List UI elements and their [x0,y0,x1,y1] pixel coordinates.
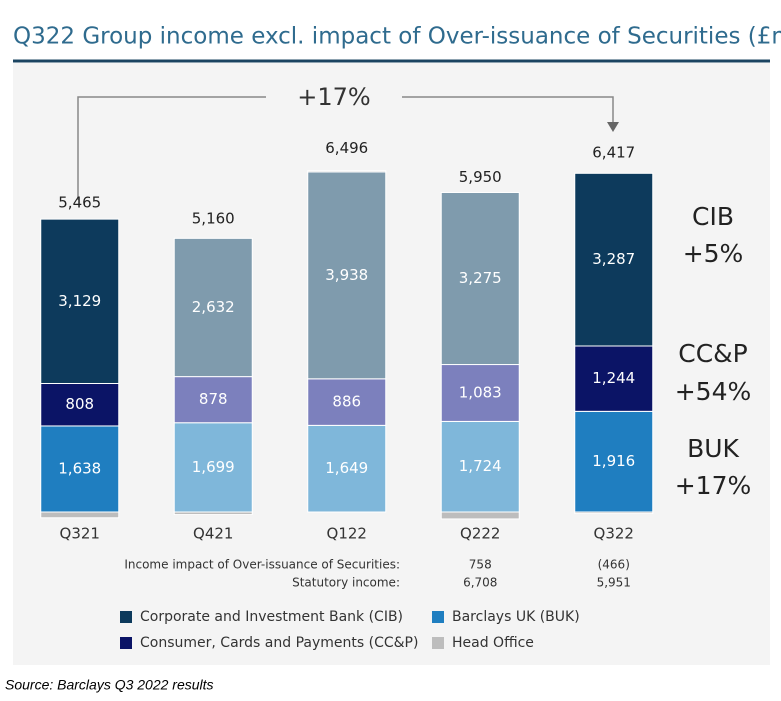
value-label: 1,649 [325,459,368,477]
bar-segment [440,191,520,366]
value-label: 1,724 [459,457,502,475]
side-label: +54% [675,377,752,406]
bar-segment [307,171,387,380]
x-tick-label: Q322 [594,525,634,543]
table-value: 5,951 [597,576,631,590]
bar-segment [440,420,520,513]
x-tick-label: Q122 [327,525,367,543]
table-label: Statutory income: [292,576,400,590]
bar-segment [173,376,253,424]
bar-segment [173,511,253,516]
legend-swatch [120,611,132,623]
table-value: 758 [469,558,492,572]
legend-label: Corporate and Investment Bank (CIB) [140,609,403,625]
growth-arrow [77,96,614,200]
source: Source: Barclays Q3 2022 results [5,677,214,693]
x-tick-label: Q421 [193,525,233,543]
bar-segment [574,511,654,515]
legend-swatch [432,611,444,623]
bar-segment [40,511,120,519]
total-label: 5,160 [192,209,235,227]
table-value: (466) [598,558,630,572]
bar-segment [574,410,654,513]
x-tick-label: Q222 [460,525,500,543]
value-label: 886 [332,393,361,411]
value-label: 808 [65,395,94,413]
side-label: +17% [675,471,752,500]
bar-segment [440,364,520,422]
total-label: 6,496 [325,139,368,157]
growth-label: +17% [297,83,370,111]
value-label: 1,699 [192,458,235,476]
x-tick-label: Q321 [60,525,100,543]
bar-segment [173,237,253,378]
bar-segment [574,345,654,412]
side-label: BUK [687,434,739,463]
bar-segment [173,422,253,513]
total-label: 5,950 [459,168,502,186]
value-label: 2,632 [192,298,235,316]
value-label: 1,916 [592,452,635,470]
value-label: 3,287 [592,250,635,268]
legend-label: Barclays UK (BUK) [452,609,580,625]
value-label: 3,275 [459,269,502,287]
value-label: 3,938 [325,266,368,284]
chart-title: Q322 Group income excl. impact of Over-i… [13,24,781,50]
side-label: CIB [692,202,734,231]
legend-label: Consumer, Cards and Payments (CC&P) [140,635,418,651]
table-label: Income impact of Over-issuance of Securi… [124,558,400,572]
legend-swatch [432,637,444,649]
total-label: 6,417 [592,143,635,161]
legend-swatch [120,637,132,649]
value-label: 1,244 [592,369,635,387]
legend-label: Head Office [452,635,534,651]
side-label: +5% [683,239,744,268]
bar-segment [307,170,387,173]
bar-segment [307,378,387,426]
bar-segment [574,172,654,347]
bar-segment [40,218,120,384]
value-label: 1,638 [58,459,101,477]
value-label: 1,083 [459,383,502,401]
bar-segment [40,382,120,427]
table-value: 6,708 [463,576,497,590]
bar-segment [440,511,520,520]
side-label: CC&P [678,339,747,368]
total-label: 5,465 [58,193,101,211]
arrow-head [607,122,619,132]
value-label: 3,129 [58,292,101,310]
value-label: 878 [199,390,228,408]
bar-segment [307,424,387,513]
